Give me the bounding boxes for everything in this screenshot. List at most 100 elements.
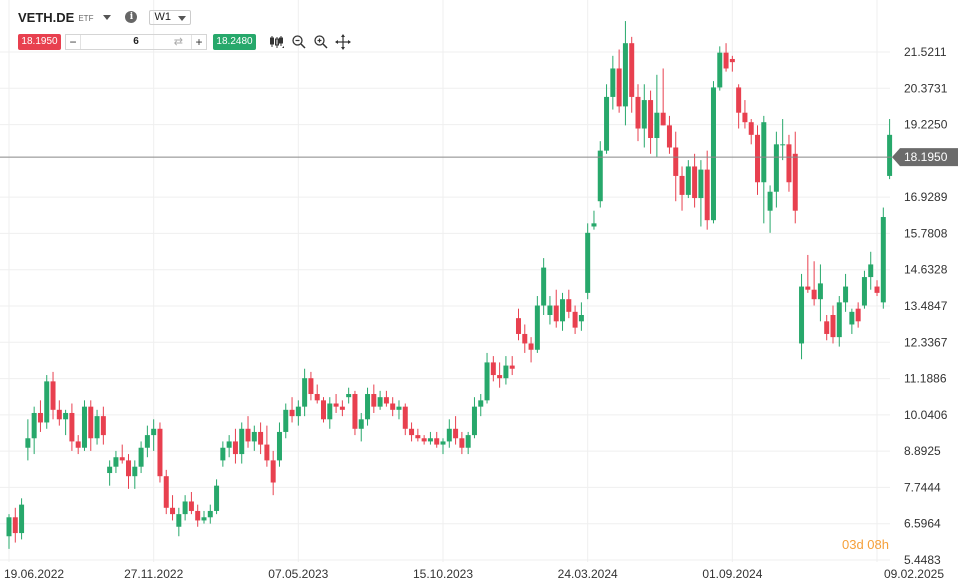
y-tick-label: 11.1886 — [904, 372, 947, 386]
candle-down — [352, 394, 358, 429]
candle-down — [409, 428, 415, 436]
zoom-out-icon[interactable] — [288, 34, 310, 50]
candle-up — [799, 286, 805, 344]
candle-up — [239, 428, 245, 455]
candle-up — [138, 447, 144, 467]
candle-up — [365, 394, 371, 420]
symbol-header: VETH.DE ETF i W1 — [18, 8, 192, 26]
candle-down — [830, 314, 836, 338]
candle-down — [258, 431, 264, 445]
candle-up — [440, 441, 446, 445]
candle-down — [170, 507, 176, 515]
candle-up — [685, 166, 691, 195]
candle-down — [874, 286, 880, 293]
candle-down — [421, 438, 427, 442]
candle-down — [339, 406, 345, 410]
symbol-dropdown-caret-icon[interactable] — [103, 14, 112, 20]
candle-down — [755, 134, 761, 183]
candle-down — [371, 394, 377, 407]
candle-countdown: 03d 08h — [842, 537, 889, 552]
candle-up — [31, 412, 37, 439]
candle-up — [597, 150, 603, 202]
candle-down — [805, 286, 811, 290]
symbol-type-badge: ETF — [78, 14, 94, 23]
candle-down — [490, 362, 496, 376]
candle-up — [446, 428, 452, 442]
quantity-stepper: − 6 ⇄ + — [65, 33, 207, 50]
candle-up — [94, 416, 100, 439]
candle-down — [308, 378, 314, 395]
candle-down — [37, 412, 43, 423]
candle-up — [44, 381, 50, 423]
candle-down — [163, 476, 169, 508]
candle-up — [107, 466, 113, 474]
candle-up — [541, 267, 547, 306]
decrease-quantity-button[interactable]: − — [69, 34, 77, 49]
candle-down — [390, 403, 396, 410]
quantity-input[interactable]: 6 ⇄ — [80, 34, 192, 49]
timeframe-select[interactable]: W1 — [149, 9, 192, 25]
candle-up — [780, 144, 786, 146]
y-tick-label: 8.8925 — [904, 444, 941, 458]
candle-down — [232, 441, 238, 455]
candle-up — [176, 514, 182, 527]
candle-up — [6, 517, 12, 537]
y-tick-label: 20.3731 — [904, 81, 948, 95]
candle-up — [641, 100, 647, 129]
x-tick-label: 01.09.2024 — [702, 567, 762, 581]
y-tick-label: 7.7444 — [904, 480, 941, 494]
candle-down — [100, 416, 106, 436]
candle-down — [157, 428, 163, 477]
candle-up — [534, 305, 540, 350]
candle-up — [585, 232, 591, 293]
candle-up — [396, 406, 402, 410]
candle-up — [887, 134, 893, 176]
candle-up — [484, 362, 490, 401]
candle-down — [333, 403, 339, 407]
swap-icon[interactable]: ⇄ — [173, 35, 183, 48]
candle-up — [377, 397, 383, 407]
candle-up — [251, 431, 257, 442]
candles-icon[interactable] — [266, 34, 288, 50]
candle-up — [761, 122, 767, 183]
candle-up — [201, 517, 207, 521]
sell-price-button[interactable]: 18.1950 — [18, 33, 61, 50]
candle-down — [566, 299, 572, 312]
crosshair-icon[interactable] — [332, 33, 354, 50]
candle-down — [786, 144, 792, 183]
candle-up — [25, 438, 31, 448]
x-tick-label: 15.10.2023 — [413, 567, 473, 581]
candle-up — [465, 435, 471, 448]
info-icon[interactable]: i — [125, 11, 138, 23]
candle-down — [679, 175, 685, 195]
candle-up — [302, 378, 308, 407]
candle-up — [226, 441, 232, 448]
symbol-name[interactable]: VETH.DE — [18, 9, 75, 25]
candle-up — [220, 447, 226, 461]
candle-down — [635, 96, 641, 129]
candle-down — [692, 166, 698, 199]
x-tick-label: 07.05.2023 — [268, 567, 328, 581]
buy-price-button[interactable]: 18.2480 — [213, 33, 256, 50]
candle-down — [415, 435, 421, 439]
candle-down — [855, 308, 861, 322]
candle-up — [283, 409, 289, 432]
candle-down — [195, 510, 201, 521]
candle-up — [817, 283, 823, 300]
candle-up — [144, 435, 150, 448]
increase-quantity-button[interactable]: + — [195, 34, 203, 49]
zoom-in-icon[interactable] — [310, 34, 332, 50]
candle-down — [723, 52, 729, 69]
y-tick-label: 13.4847 — [904, 299, 948, 313]
candle-up — [358, 419, 364, 429]
y-tick-label: 10.0406 — [904, 408, 948, 422]
candle-up — [327, 403, 333, 420]
timeframe-value: W1 — [154, 11, 171, 23]
candle-up — [81, 406, 87, 448]
candle-up — [295, 406, 301, 417]
candle-down — [69, 412, 75, 442]
x-tick-label: 19.06.2022 — [4, 567, 64, 581]
candle-down — [188, 501, 194, 511]
candle-down — [50, 381, 56, 410]
